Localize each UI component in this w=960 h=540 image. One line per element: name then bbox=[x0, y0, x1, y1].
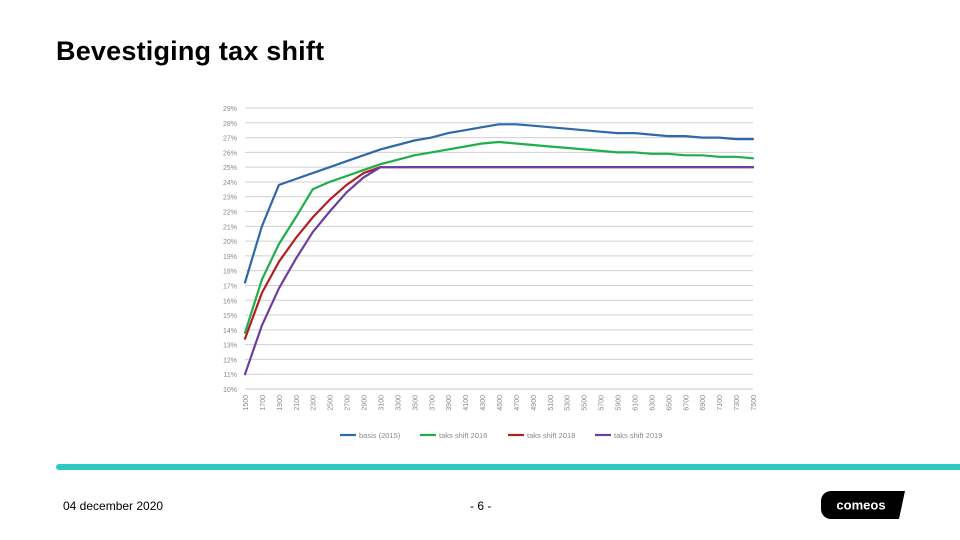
y-axis-ticks: 29% 28% 27% 26% 25% 24% 23% 22% 21% 20% 19% 18% 17% 1… bbox=[223, 106, 237, 394]
y-tick-label: 16% bbox=[223, 298, 237, 305]
y-tick-label: 13% bbox=[223, 343, 237, 350]
x-tick-label: 2900 bbox=[362, 395, 369, 411]
series-line bbox=[243, 123, 755, 284]
y-tick-label: 24% bbox=[223, 180, 237, 187]
y-tick-label: 23% bbox=[223, 195, 237, 202]
y-tick-label: 17% bbox=[223, 283, 237, 290]
x-tick-label: 6900 bbox=[700, 395, 707, 411]
y-tick-label: 21% bbox=[223, 224, 237, 231]
x-tick-label: 6700 bbox=[683, 395, 690, 411]
page-number: - 6 - bbox=[470, 499, 492, 513]
x-axis-ticks: 1500 1700 1900 2100 2300 2500 2700 2900 3100 3300… bbox=[243, 395, 758, 411]
y-tick-label: 25% bbox=[223, 165, 237, 172]
y-tick-label: 10% bbox=[223, 387, 237, 394]
y-tick-label: 18% bbox=[223, 269, 237, 276]
x-tick-label: 1500 bbox=[243, 395, 250, 411]
x-tick-label: 3700 bbox=[429, 395, 436, 411]
y-tick-label: 20% bbox=[223, 239, 237, 246]
y-tick-label: 15% bbox=[223, 313, 237, 320]
legend-label: taks shift 2016 bbox=[439, 431, 487, 440]
x-tick-label: 7100 bbox=[717, 395, 724, 411]
x-tick-label: 2700 bbox=[345, 395, 352, 411]
y-tick-label: 12% bbox=[223, 357, 237, 364]
legend-label: taks shift 2019 bbox=[614, 431, 662, 440]
x-tick-label: 3900 bbox=[446, 395, 453, 411]
x-tick-label: 5100 bbox=[548, 395, 555, 411]
x-tick-label: 4500 bbox=[497, 395, 504, 411]
y-tick-label: 11% bbox=[224, 372, 238, 379]
y-tick-label: 27% bbox=[223, 136, 237, 143]
x-tick-label: 4700 bbox=[514, 395, 521, 411]
x-tick-label: 5300 bbox=[565, 395, 572, 411]
x-tick-label: 4900 bbox=[531, 395, 538, 411]
chart-series bbox=[243, 123, 755, 376]
x-tick-label: 2100 bbox=[294, 395, 301, 411]
footer-date: 04 december 2020 bbox=[63, 499, 164, 513]
logo-text: comeos bbox=[836, 498, 885, 513]
x-tick-label: 3500 bbox=[412, 395, 419, 411]
x-tick-label: 4100 bbox=[463, 395, 470, 411]
legend-label: taks shift 2018 bbox=[527, 431, 575, 440]
y-tick-label: 19% bbox=[223, 254, 237, 261]
x-tick-label: 1700 bbox=[260, 395, 267, 411]
slide-title: Bevestiging tax shift bbox=[56, 36, 325, 66]
line-chart: 29% 28% 27% 26% 25% 24% 23% 22% 21% 20% 19% 18% 17% 1… bbox=[205, 95, 765, 450]
x-tick-label: 5500 bbox=[582, 395, 589, 411]
y-tick-label: 22% bbox=[223, 210, 237, 217]
x-tick-label: 7500 bbox=[751, 395, 758, 411]
x-tick-label: 6100 bbox=[632, 395, 639, 411]
series-line bbox=[243, 166, 755, 340]
x-tick-label: 3300 bbox=[395, 395, 402, 411]
chart-canvas: 29% 28% 27% 26% 25% 24% 23% 22% 21% 20% 19% 18% 17% 1… bbox=[223, 106, 758, 440]
chart-gridlines bbox=[245, 107, 753, 390]
x-tick-label: 2500 bbox=[328, 395, 335, 411]
x-tick-label: 2300 bbox=[311, 395, 318, 411]
y-tick-label: 28% bbox=[223, 121, 237, 128]
y-tick-label: 14% bbox=[223, 328, 237, 335]
comeos-logo: comeos bbox=[821, 491, 905, 519]
chart-legend: basis (2015) taks shift 2016 taks shift 20… bbox=[340, 431, 662, 440]
series-line bbox=[243, 140, 755, 334]
y-tick-label: 29% bbox=[223, 106, 237, 113]
y-tick-label: 26% bbox=[223, 150, 237, 157]
x-tick-label: 7300 bbox=[734, 395, 741, 411]
x-tick-label: 6300 bbox=[649, 395, 656, 411]
x-tick-label: 1900 bbox=[277, 395, 284, 411]
legend-label: basis (2015) bbox=[359, 431, 401, 440]
x-tick-label: 3100 bbox=[378, 395, 385, 411]
x-tick-label: 6500 bbox=[666, 395, 673, 411]
series-line bbox=[243, 166, 755, 376]
x-tick-label: 5900 bbox=[616, 395, 623, 411]
footer-accent-bar bbox=[56, 464, 960, 470]
x-tick-label: 4300 bbox=[480, 395, 487, 411]
x-tick-label: 5700 bbox=[599, 395, 606, 411]
